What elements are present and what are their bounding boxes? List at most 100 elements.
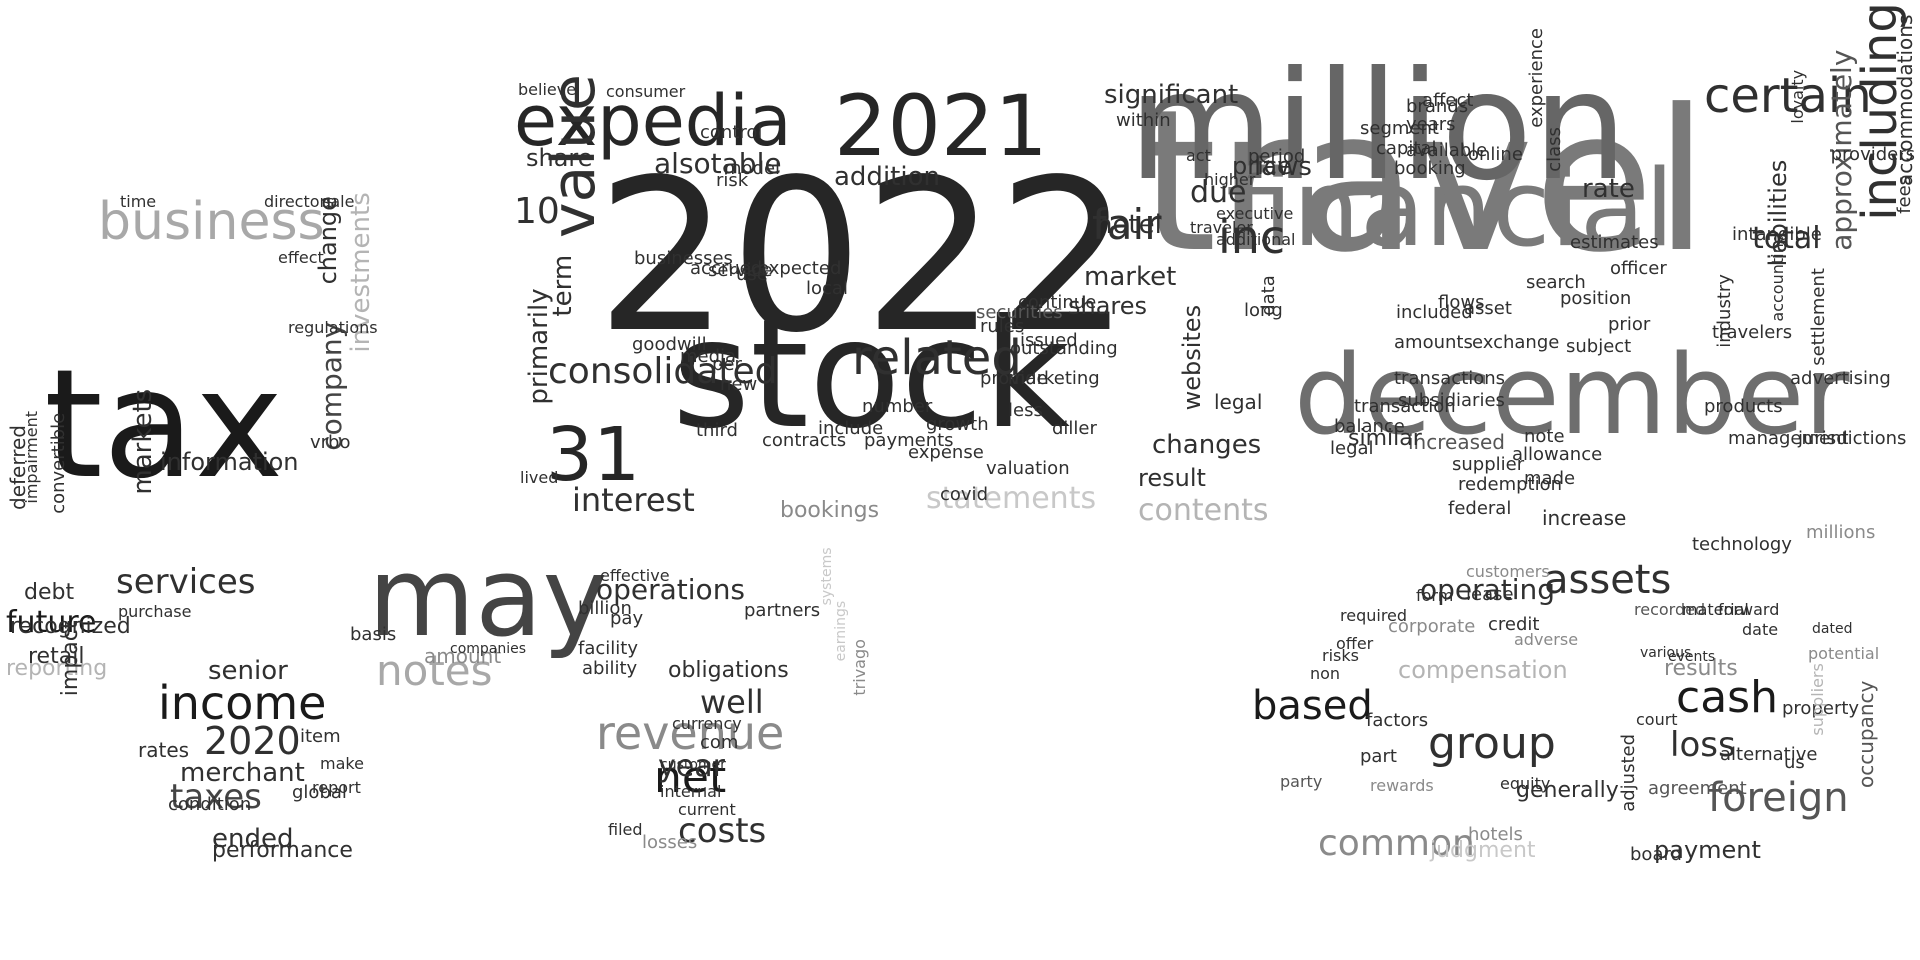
cloud-word: due	[1190, 175, 1247, 210]
cloud-word: may	[368, 533, 608, 661]
cloud-word: 31	[546, 412, 641, 498]
cloud-word: information	[160, 448, 299, 476]
cloud-word: amount	[424, 644, 502, 668]
cloud-word: net	[654, 752, 727, 803]
cloud-word: asset	[1464, 298, 1512, 319]
cloud-word: property	[1782, 698, 1860, 719]
cloud-word: alsotable	[654, 147, 782, 180]
cloud-word: us	[1784, 752, 1805, 773]
cloud-word: contracts	[762, 430, 847, 451]
cloud-word: facility	[578, 638, 638, 659]
cloud-word: continue	[1018, 292, 1097, 313]
cloud-word: item	[300, 726, 341, 747]
cloud-word: internal	[660, 782, 722, 801]
cloud-word: less	[1008, 400, 1043, 421]
cloud-word: merchant	[180, 758, 305, 788]
cloud-word: payment	[1654, 836, 1761, 864]
cloud-word: year	[658, 749, 725, 784]
cloud-word: total	[1752, 221, 1821, 256]
cloud-word: subject	[1566, 336, 1632, 357]
cloud-word: markets	[128, 388, 158, 495]
cloud-word: outstanding	[1010, 338, 1118, 359]
cloud-word: include	[818, 418, 884, 439]
cloud-word: service	[708, 260, 773, 281]
cloud-word: price	[1232, 152, 1292, 180]
cloud-word: impact	[58, 620, 83, 697]
cloud-word: higher	[1204, 170, 1256, 189]
cloud-word: taxes	[170, 777, 262, 817]
cloud-word: current	[678, 800, 736, 819]
cloud-word: share	[526, 144, 593, 172]
cloud-word: global	[292, 782, 347, 803]
cloud-word: 10	[514, 191, 560, 232]
cloud-word: believe	[518, 80, 577, 99]
cloud-word: vrbo	[310, 432, 351, 453]
cloud-word: issued	[1020, 330, 1078, 351]
cloud-word: industry	[1714, 274, 1735, 348]
cloud-word: services	[116, 562, 256, 602]
cloud-word: rewards	[1370, 776, 1434, 795]
cloud-word: filed	[608, 820, 643, 839]
cloud-word: effective	[600, 566, 670, 585]
cloud-word: form	[1416, 586, 1454, 605]
cloud-word: providers	[1830, 144, 1915, 165]
cloud-word: performance	[212, 838, 353, 863]
cloud-word: technology	[1692, 534, 1792, 555]
cloud-word: customer	[660, 757, 726, 773]
cloud-word: trivago	[850, 639, 869, 696]
cloud-word: loyalty	[1788, 69, 1807, 124]
cloud-word: segment	[1360, 118, 1439, 139]
cloud-word: stock	[672, 288, 1071, 462]
cloud-word: million	[1128, 40, 1628, 214]
cloud-word: notes	[376, 646, 493, 695]
cloud-word: legal	[1214, 390, 1263, 414]
cloud-word: purchase	[118, 602, 192, 621]
cloud-word: similar	[1348, 426, 1422, 451]
cloud-word: allowance	[1512, 444, 1603, 465]
cloud-word: period	[1248, 146, 1306, 167]
cloud-word: note	[1524, 426, 1565, 447]
cloud-word: lived	[520, 468, 559, 487]
cloud-word: assets	[1544, 557, 1672, 603]
cloud-word: cash	[1676, 672, 1778, 723]
cloud-word: adverse	[1514, 630, 1579, 649]
cloud-word: time	[120, 192, 157, 211]
cloud-word: significant	[1104, 80, 1239, 110]
cloud-word: prior	[1608, 314, 1651, 335]
cloud-word: supplier	[1452, 454, 1525, 475]
cloud-word: obligations	[668, 658, 789, 683]
cloud-word: tax	[44, 338, 284, 512]
cloud-word: control	[700, 122, 763, 143]
cloud-word: future	[6, 605, 97, 640]
cloud-word: long	[1244, 300, 1283, 321]
cloud-word: income	[158, 676, 327, 730]
cloud-word: model	[724, 158, 781, 179]
cloud-word: statements	[926, 481, 1097, 516]
cloud-word: fair	[1092, 200, 1162, 249]
cloud-word: increased	[1408, 430, 1505, 454]
cloud-word: reporting	[6, 656, 108, 681]
cloud-word: legal	[1330, 438, 1374, 459]
cloud-word: subsidiaries	[1398, 390, 1505, 411]
cloud-word: marketing	[1008, 368, 1100, 389]
cloud-word: accrued	[690, 258, 763, 279]
cloud-word: media	[680, 346, 737, 367]
cloud-word: systems	[819, 547, 835, 606]
cloud-word: costs	[678, 811, 767, 851]
cloud-word: basis	[350, 624, 397, 645]
cloud-word: common	[1318, 823, 1475, 864]
cloud-word: condition	[168, 794, 252, 815]
cloud-word: generally	[1516, 778, 1619, 803]
cloud-word: millions	[1806, 522, 1876, 543]
cloud-word: credit	[1488, 614, 1540, 635]
cloud-word: intangible	[1732, 224, 1822, 245]
cloud-word: based	[1252, 683, 1373, 729]
cloud-word: ability	[582, 658, 638, 679]
cloud-word: currency	[672, 714, 742, 733]
cloud-word: market	[1084, 262, 1177, 292]
cloud-word: risks	[1322, 646, 1359, 665]
cloud-word: required	[1340, 606, 1408, 625]
cloud-word: travelers	[1712, 322, 1793, 343]
cloud-word: lease	[1466, 584, 1514, 605]
